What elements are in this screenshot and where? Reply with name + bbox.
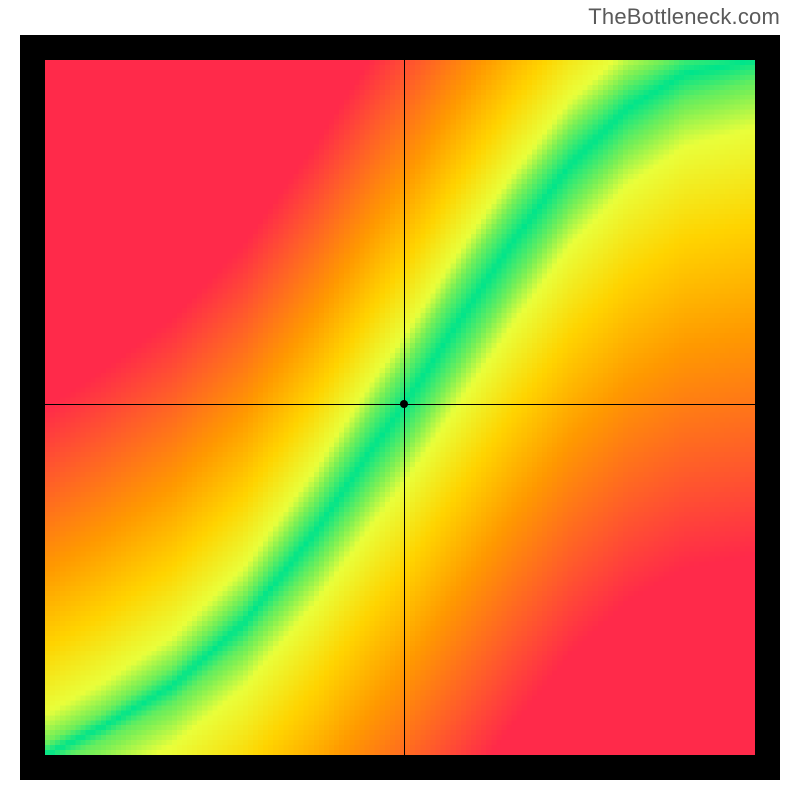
crosshair-marker [400, 400, 408, 408]
heatmap-container [45, 60, 755, 755]
plot-frame [20, 35, 780, 780]
watermark-text: TheBottleneck.com [588, 4, 780, 30]
heatmap-canvas [45, 60, 755, 755]
